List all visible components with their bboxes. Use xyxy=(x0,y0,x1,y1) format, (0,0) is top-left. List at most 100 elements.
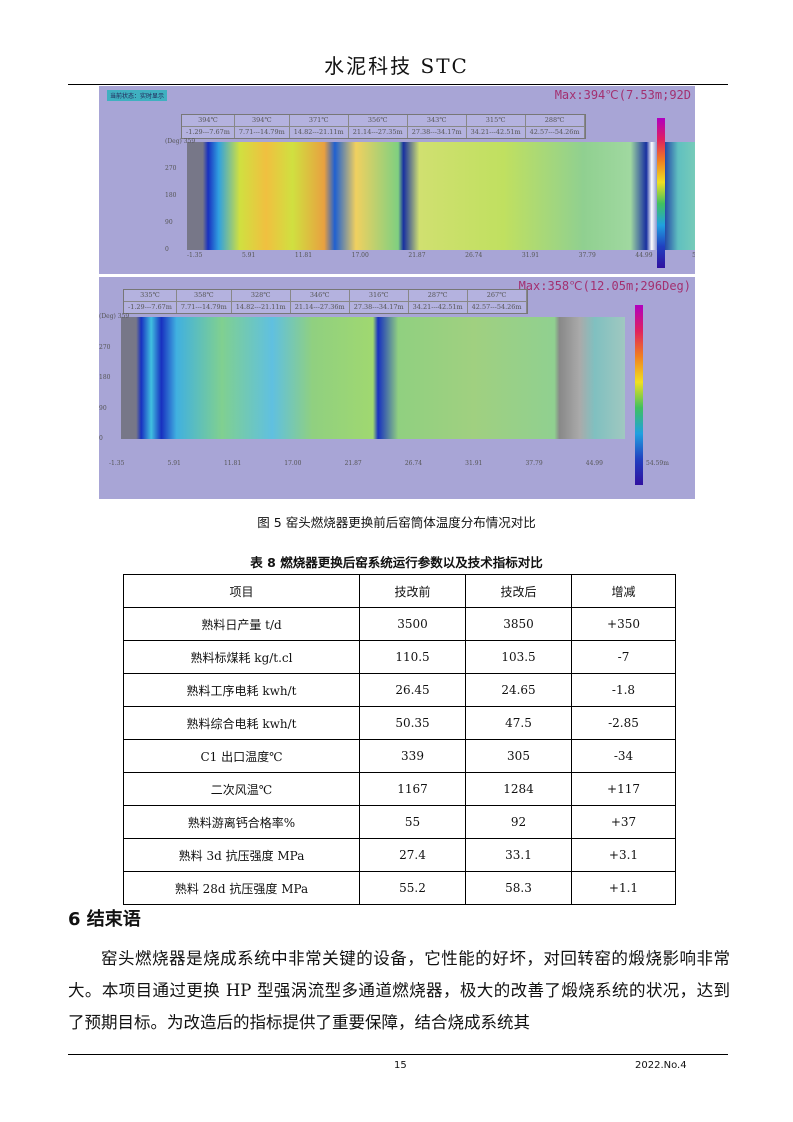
segment-cell: 346℃ 21.14---27.36m xyxy=(290,290,350,313)
segment-cell: 315℃ 34.21---42.51m xyxy=(466,115,526,138)
table-cell: 50.35 xyxy=(359,706,466,740)
thermal-photo-before: 当前状态：实时显示 Max:394℃(7.53m;92D 394℃ -1.29--… xyxy=(99,86,695,274)
table-cell: 33.1 xyxy=(465,838,572,872)
table-cell: 58.3 xyxy=(465,871,572,905)
table-cell: 熟料 28d 抗压强度 MPa xyxy=(123,871,360,905)
issue-number: 2022.No.4 xyxy=(635,1060,687,1071)
segment-range: -1.29---7.67m xyxy=(182,126,234,138)
segment-range: 7.71---14.79m xyxy=(176,301,231,313)
segment-temp: 371℃ xyxy=(308,116,329,124)
segment-temp: 394℃ xyxy=(251,116,272,124)
segment-temp: 335℃ xyxy=(140,291,160,299)
thermal-photo-after: Max:358℃(12.05m;296Deg) 335℃ -1.29---7.67… xyxy=(99,277,695,499)
y-tick: 0 xyxy=(99,435,103,442)
header-rule xyxy=(68,84,728,85)
table-row: 熟料综合电耗 kwh/t 50.35 47.5 -2.85 xyxy=(123,706,676,740)
x-tick: 17.00 xyxy=(351,252,369,259)
color-scale-bar xyxy=(635,305,643,485)
table-cell: 1167 xyxy=(359,772,466,806)
table-row: 熟料 28d 抗压强度 MPa 55.2 58.3 +1.1 xyxy=(123,871,676,905)
segment-temp: 346℃ xyxy=(309,291,330,299)
segment-range: 27.38---34.17m xyxy=(349,301,408,313)
segment-range: 14.82---21.11m xyxy=(231,301,290,313)
journal-header: 水泥科技 STC xyxy=(324,54,469,78)
section-title: 6 结束语 xyxy=(68,909,141,930)
segment-temp: 316℃ xyxy=(368,291,389,299)
x-tick: 17.00 xyxy=(284,460,302,467)
table-cell: -34 xyxy=(571,739,676,773)
x-tick: 31.91 xyxy=(465,460,483,467)
table-cell: 熟料综合电耗 kwh/t xyxy=(123,706,360,740)
x-tick: 37.79 xyxy=(525,460,543,467)
segment-range: -1.29---7.67m xyxy=(124,301,176,313)
table-cell: 熟料 3d 抗压强度 MPa xyxy=(123,838,360,872)
segment-cell: 394℃ 7.71---14.79m xyxy=(234,115,290,138)
table-cell: 技改前 xyxy=(359,574,466,608)
segment-temp: 328℃ xyxy=(250,291,271,299)
segment-cell: 287℃ 34.21---42.51m xyxy=(408,290,468,313)
page-number: 15 xyxy=(394,1060,407,1071)
segment-temp: 356℃ xyxy=(367,116,388,124)
table-row: C1 出口温度℃ 339 305 -34 xyxy=(123,739,676,773)
x-tick: 37.79 xyxy=(578,252,596,259)
x-tick: 31.91 xyxy=(521,252,540,259)
table-cell: -1.8 xyxy=(571,673,676,707)
comparison-table: 项目 技改前 技改后 增减 熟料日产量 t/d 3500 3850 +350 熟料标煤耗 kg/… xyxy=(123,574,676,905)
segment-cell: 371℃ 14.82---21.11m xyxy=(289,115,349,138)
table-cell: 二次风温℃ xyxy=(123,772,360,806)
segment-temp: 267℃ xyxy=(486,291,507,299)
segment-range: 7.71---14.79m xyxy=(234,126,289,138)
table-cell: 项目 xyxy=(123,574,360,608)
segment-cell: 288℃ 42.57---54.26m xyxy=(525,115,585,138)
segment-temp: 358℃ xyxy=(193,291,214,299)
color-scale-bar xyxy=(657,118,665,268)
table-cell: 熟料标煤耗 kg/t.cl xyxy=(123,640,360,674)
x-tick: 44.99 xyxy=(585,460,603,467)
footer-rule xyxy=(68,1054,728,1055)
segment-range: 42.57---54.26m xyxy=(525,126,584,138)
x-tick: 11.81 xyxy=(294,252,313,259)
figure-caption: 图 5 窑头燃烧器更换前后窑筒体温度分布情况对比 xyxy=(257,515,536,530)
table-cell: 增减 xyxy=(571,574,676,608)
table-row: 二次风温℃ 1167 1284 +117 xyxy=(123,772,676,806)
table-cell: 熟料日产量 t/d xyxy=(123,607,360,641)
x-tick: 21.87 xyxy=(344,460,362,467)
table-cell: 熟料工序电耗 kwh/t xyxy=(123,673,360,707)
x-tick: 54.59m xyxy=(646,460,669,467)
table-row: 熟料工序电耗 kwh/t 26.45 24.65 -1.8 xyxy=(123,673,676,707)
segment-range: 42.57---54.26m xyxy=(467,301,526,313)
segment-range: 14.82---21.11m xyxy=(289,126,348,138)
table-cell: 27.4 xyxy=(359,838,466,872)
table-cell: 339 xyxy=(359,739,466,773)
y-tick: 90 xyxy=(99,404,107,412)
table-cell: 3500 xyxy=(359,607,466,641)
y-tick: 180 xyxy=(99,374,111,381)
table-cell: +3.1 xyxy=(571,838,676,872)
x-tick: -1.35 xyxy=(187,252,203,259)
table-cell: 1284 xyxy=(465,772,572,806)
y-tick: 180 xyxy=(165,192,177,199)
thermal-map-after xyxy=(121,317,625,439)
table-cell: 103.5 xyxy=(465,640,572,674)
table-cell: 305 xyxy=(465,739,572,773)
table-cell: 110.5 xyxy=(359,640,466,674)
table-row: 熟料标煤耗 kg/t.cl 110.5 103.5 -7 xyxy=(123,640,676,674)
table-cell: -7 xyxy=(571,640,676,674)
segment-range: 34.21---42.51m xyxy=(408,301,467,313)
table-cell: 技改后 xyxy=(465,574,572,608)
table-cell: 47.5 xyxy=(465,706,572,740)
segment-range: 21.14---27.35m xyxy=(348,126,407,138)
segment-temp: 315℃ xyxy=(485,116,506,124)
x-tick: -1.35 xyxy=(109,460,125,467)
status-tag: 当前状态：实时显示 xyxy=(107,90,168,101)
table-cell: +117 xyxy=(571,772,676,806)
segment-range: 27.38---34.17m xyxy=(407,126,466,138)
segment-cell: 316℃ 27.38---34.17m xyxy=(349,290,409,313)
table-cell: 55.2 xyxy=(359,871,466,905)
segment-table: 335℃ -1.29---7.67m 358℃ 7.71---14.79m 328℃ 14… xyxy=(123,289,528,314)
table-row: 项目 技改前 技改后 增减 xyxy=(123,574,676,608)
table-cell: +1.1 xyxy=(571,871,676,905)
y-tick: (Deg) 359 xyxy=(99,313,130,320)
table-cell: C1 出口温度℃ xyxy=(123,739,360,773)
x-tick: 11.81 xyxy=(223,460,242,467)
